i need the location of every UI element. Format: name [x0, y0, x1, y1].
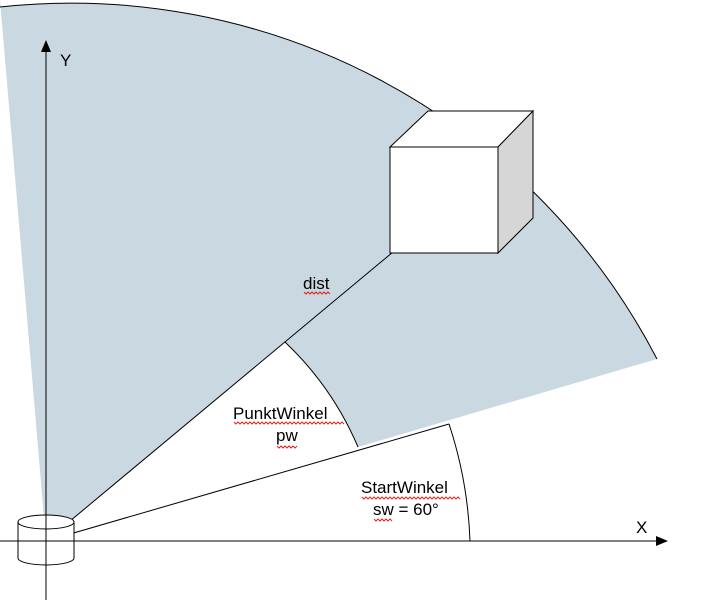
x-axis-label: X [636, 518, 647, 537]
distance-label: dist [303, 274, 330, 293]
start-angle-wedge [46, 424, 470, 541]
point-angle-symbol-label: pw [276, 426, 298, 445]
point-angle-arc [284, 341, 359, 448]
scan-sector-outer-arc [0, 2, 658, 360]
cube-front-face [389, 146, 499, 254]
start-angle-name-label: StartWinkel [361, 478, 448, 497]
distance-ray [45, 251, 394, 542]
start-angle-arc [448, 423, 471, 542]
start-angle-value-label: sw = 60° [373, 500, 439, 519]
cube-icon [388, 109, 535, 255]
y-axis-arrow [41, 40, 51, 52]
start-angle-boundary-line [45, 423, 450, 542]
point-angle-name-label: PunktWinkel [233, 404, 327, 423]
y-axis-label: Y [60, 51, 71, 70]
scan-sector [0, 0, 657, 541]
point-angle-wedge [46, 342, 358, 541]
x-axis-arrow [656, 536, 668, 546]
cylinder-sensor-icon [17, 514, 75, 566]
